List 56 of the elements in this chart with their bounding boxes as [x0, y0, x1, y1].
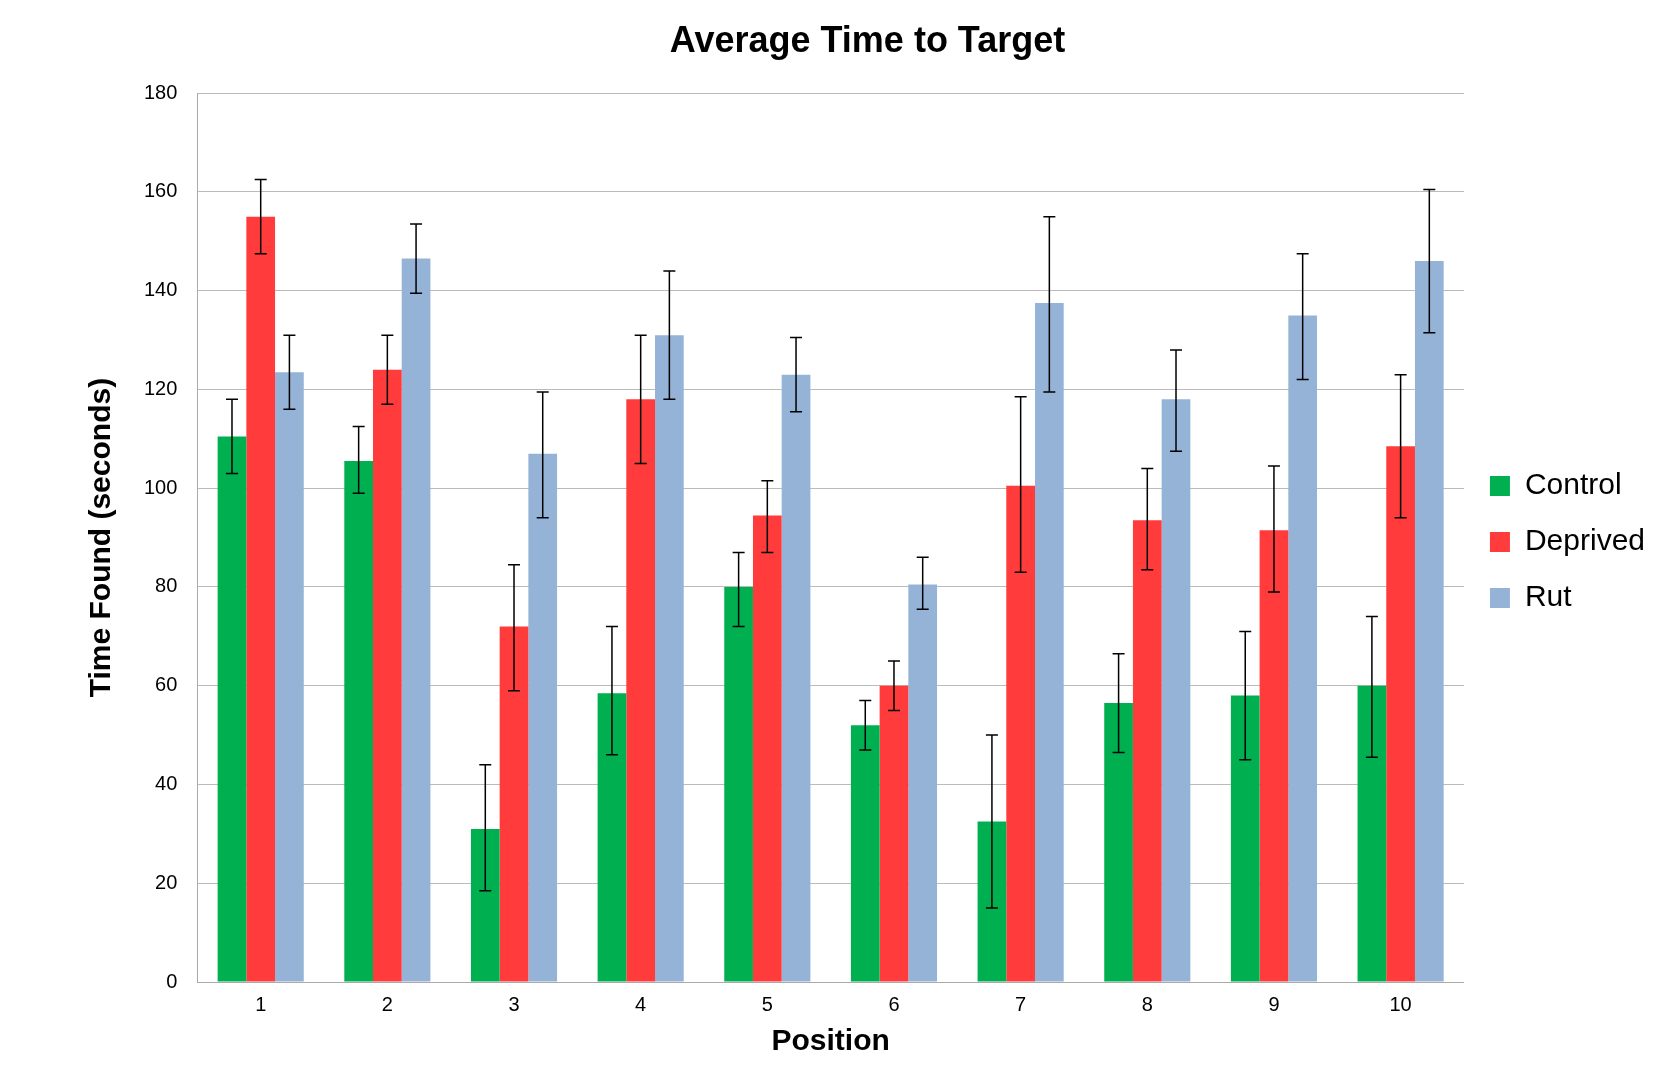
bar: [1035, 303, 1064, 982]
bar: [752, 515, 782, 982]
bar: [401, 258, 431, 982]
bar: [1386, 446, 1415, 982]
x-tick-label: 10: [1389, 992, 1412, 1015]
bar: [1288, 315, 1318, 982]
y-tick-label: 0: [166, 969, 178, 992]
legend-label: Deprived: [1524, 523, 1645, 557]
legend-label: Control: [1524, 467, 1622, 501]
y-tick-label: 140: [143, 278, 178, 301]
y-tick-label: 60: [155, 673, 178, 696]
bar: [217, 436, 247, 982]
y-tick-label: 40: [155, 772, 178, 794]
y-tick-label: 160: [143, 179, 178, 202]
y-tick-label: 180: [143, 80, 178, 103]
x-tick-label: 1: [255, 992, 267, 1015]
bar: [1161, 399, 1191, 982]
chart-title: Average Time to Target: [669, 18, 1066, 60]
bar: [1104, 703, 1133, 982]
bar: [1132, 520, 1162, 982]
bar: [470, 828, 500, 982]
bar: [850, 725, 880, 982]
x-tick-label: 8: [1141, 992, 1153, 1015]
bar: [344, 461, 373, 982]
bar: [626, 399, 656, 982]
x-tick-label: 9: [1268, 992, 1280, 1015]
y-axis-title: Time Found (seconds): [83, 377, 117, 698]
x-tick-label: 4: [635, 992, 647, 1015]
bar: [1357, 685, 1387, 982]
x-tick-label: 7: [1015, 992, 1027, 1015]
bar: [977, 821, 1007, 982]
bar: [597, 693, 627, 982]
bar: [275, 372, 304, 982]
y-tick-label: 80: [155, 574, 178, 597]
bar: [879, 685, 909, 982]
bar: [528, 453, 558, 982]
bar: [246, 216, 276, 982]
legend-label: Rut: [1524, 579, 1573, 613]
bar: [1414, 261, 1444, 982]
bar: [655, 335, 684, 982]
y-tick-label: 100: [143, 475, 178, 498]
bar: [1230, 695, 1260, 982]
bar: [373, 369, 402, 982]
x-tick-label: 2: [381, 992, 393, 1015]
bar: [499, 626, 529, 982]
bar: [1006, 485, 1035, 982]
bar: [724, 586, 753, 982]
x-axis-title: Position: [771, 1023, 890, 1057]
x-tick-label: 5: [761, 992, 773, 1015]
x-tick-label: 6: [888, 992, 900, 1015]
x-tick-label: 3: [508, 992, 520, 1015]
bar: [781, 374, 811, 982]
bar: [1259, 530, 1289, 982]
bar: [908, 584, 938, 982]
y-tick-label: 120: [143, 376, 178, 399]
y-tick-label: 20: [155, 870, 178, 893]
